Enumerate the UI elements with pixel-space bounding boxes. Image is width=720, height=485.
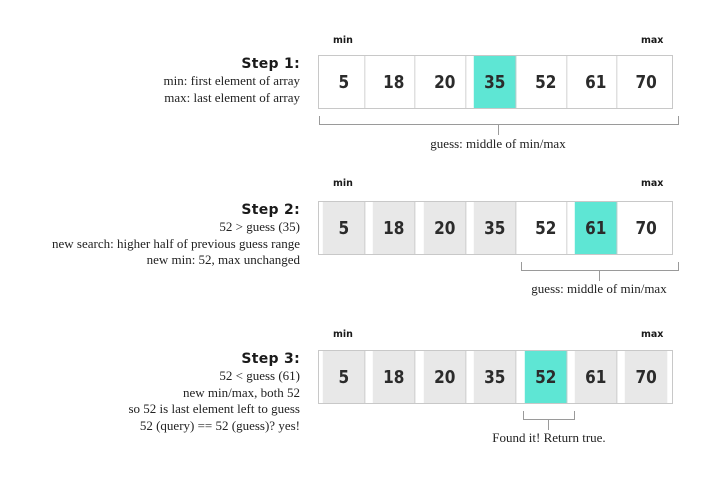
array-cell: 35 (473, 202, 517, 254)
step-title: Step 1: (241, 56, 300, 72)
array-cell: 52 (524, 56, 568, 108)
cell-value: 70 (635, 71, 658, 93)
array-cell-guess: 52 (524, 351, 568, 403)
step-description: Step 3: 52 < guess (61) new min/max, bot… (0, 351, 300, 434)
array-cell: 35 (473, 351, 517, 403)
min-marker: min (333, 35, 353, 46)
array-cell: 70 (625, 56, 668, 108)
step-title: Step 2: (241, 202, 300, 218)
cell-value: 5 (338, 71, 350, 93)
range-bracket (523, 411, 575, 420)
cell-value: 20 (433, 71, 456, 93)
step-3: Step 3: 52 < guess (61) new min/max, bot… (0, 329, 720, 485)
array-cell: 5 (322, 202, 366, 254)
array-cell-guess: 35 (473, 56, 517, 108)
step-line: min: first element of array (163, 73, 300, 89)
step-2: Step 2: 52 > guess (35) new search: high… (0, 178, 720, 336)
array-cell: 5 (322, 351, 366, 403)
array-cell: 18 (373, 351, 417, 403)
array-cell: 70 (625, 202, 668, 254)
bracket-tick (548, 420, 549, 430)
cell-value: 35 (484, 366, 506, 388)
cell-value: 70 (635, 366, 658, 388)
range-bracket (521, 262, 679, 271)
step-title: Step 3: (241, 351, 300, 367)
step-1: Step 1: min: first element of array max:… (0, 35, 720, 190)
array-row: 5 18 20 35 52 61 70 (318, 350, 673, 404)
min-marker: min (333, 329, 353, 340)
cell-value: 61 (585, 71, 607, 93)
array-cell: 18 (373, 56, 417, 108)
bracket-tick (498, 125, 499, 135)
step-caption: guess: middle of min/max (430, 136, 566, 151)
step-caption: guess: middle of min/max (531, 281, 667, 296)
array-cell: 20 (423, 56, 467, 108)
cell-value: 18 (383, 71, 405, 93)
cell-value: 5 (338, 366, 350, 388)
cell-value: 5 (338, 217, 350, 239)
array-cell: 61 (574, 56, 618, 108)
array-row: 5 18 20 35 52 61 70 (318, 55, 673, 109)
bracket-tick (599, 271, 600, 281)
array-row: 5 18 20 35 52 61 70 (318, 201, 673, 255)
step-line: new search: higher half of previous gues… (52, 235, 300, 251)
array-cell: 20 (423, 351, 467, 403)
cell-value: 52 (534, 71, 556, 93)
array-cell: 18 (373, 202, 417, 254)
step-line: max: last element of array (164, 89, 300, 105)
min-marker: min (333, 178, 353, 189)
step-line: new min: 52, max unchanged (146, 252, 300, 268)
cell-value: 52 (534, 217, 556, 239)
cell-value: 70 (635, 217, 658, 239)
step-line: 52 (query) == 52 (guess)? yes! (139, 417, 300, 433)
cell-value: 35 (484, 71, 506, 93)
array-cell: 52 (524, 202, 568, 254)
array-cell: 5 (322, 56, 366, 108)
cell-value: 35 (484, 217, 506, 239)
step-description: Step 1: min: first element of array max:… (0, 56, 300, 106)
array-cell-guess: 61 (574, 202, 618, 254)
array-cell: 70 (625, 351, 668, 403)
cell-value: 20 (433, 366, 456, 388)
range-bracket (319, 116, 679, 125)
cell-value: 61 (585, 366, 607, 388)
step-line: so 52 is last element left to guess (128, 401, 300, 417)
cell-value: 61 (585, 217, 607, 239)
array-cell: 61 (574, 351, 618, 403)
max-marker: max (641, 35, 664, 46)
array-cell: 20 (423, 202, 467, 254)
cell-value: 18 (383, 366, 405, 388)
step-line: 52 < guess (61) (219, 368, 300, 384)
max-marker: max (641, 178, 664, 189)
step-line: new min/max, both 52 (183, 384, 300, 400)
step-caption: Found it! Return true. (492, 430, 606, 445)
step-line: 52 > guess (35) (219, 219, 300, 235)
cell-value: 52 (534, 366, 556, 388)
step-description: Step 2: 52 > guess (35) new search: high… (0, 202, 300, 269)
max-marker: max (641, 329, 664, 340)
cell-value: 18 (383, 217, 405, 239)
cell-value: 20 (433, 217, 456, 239)
